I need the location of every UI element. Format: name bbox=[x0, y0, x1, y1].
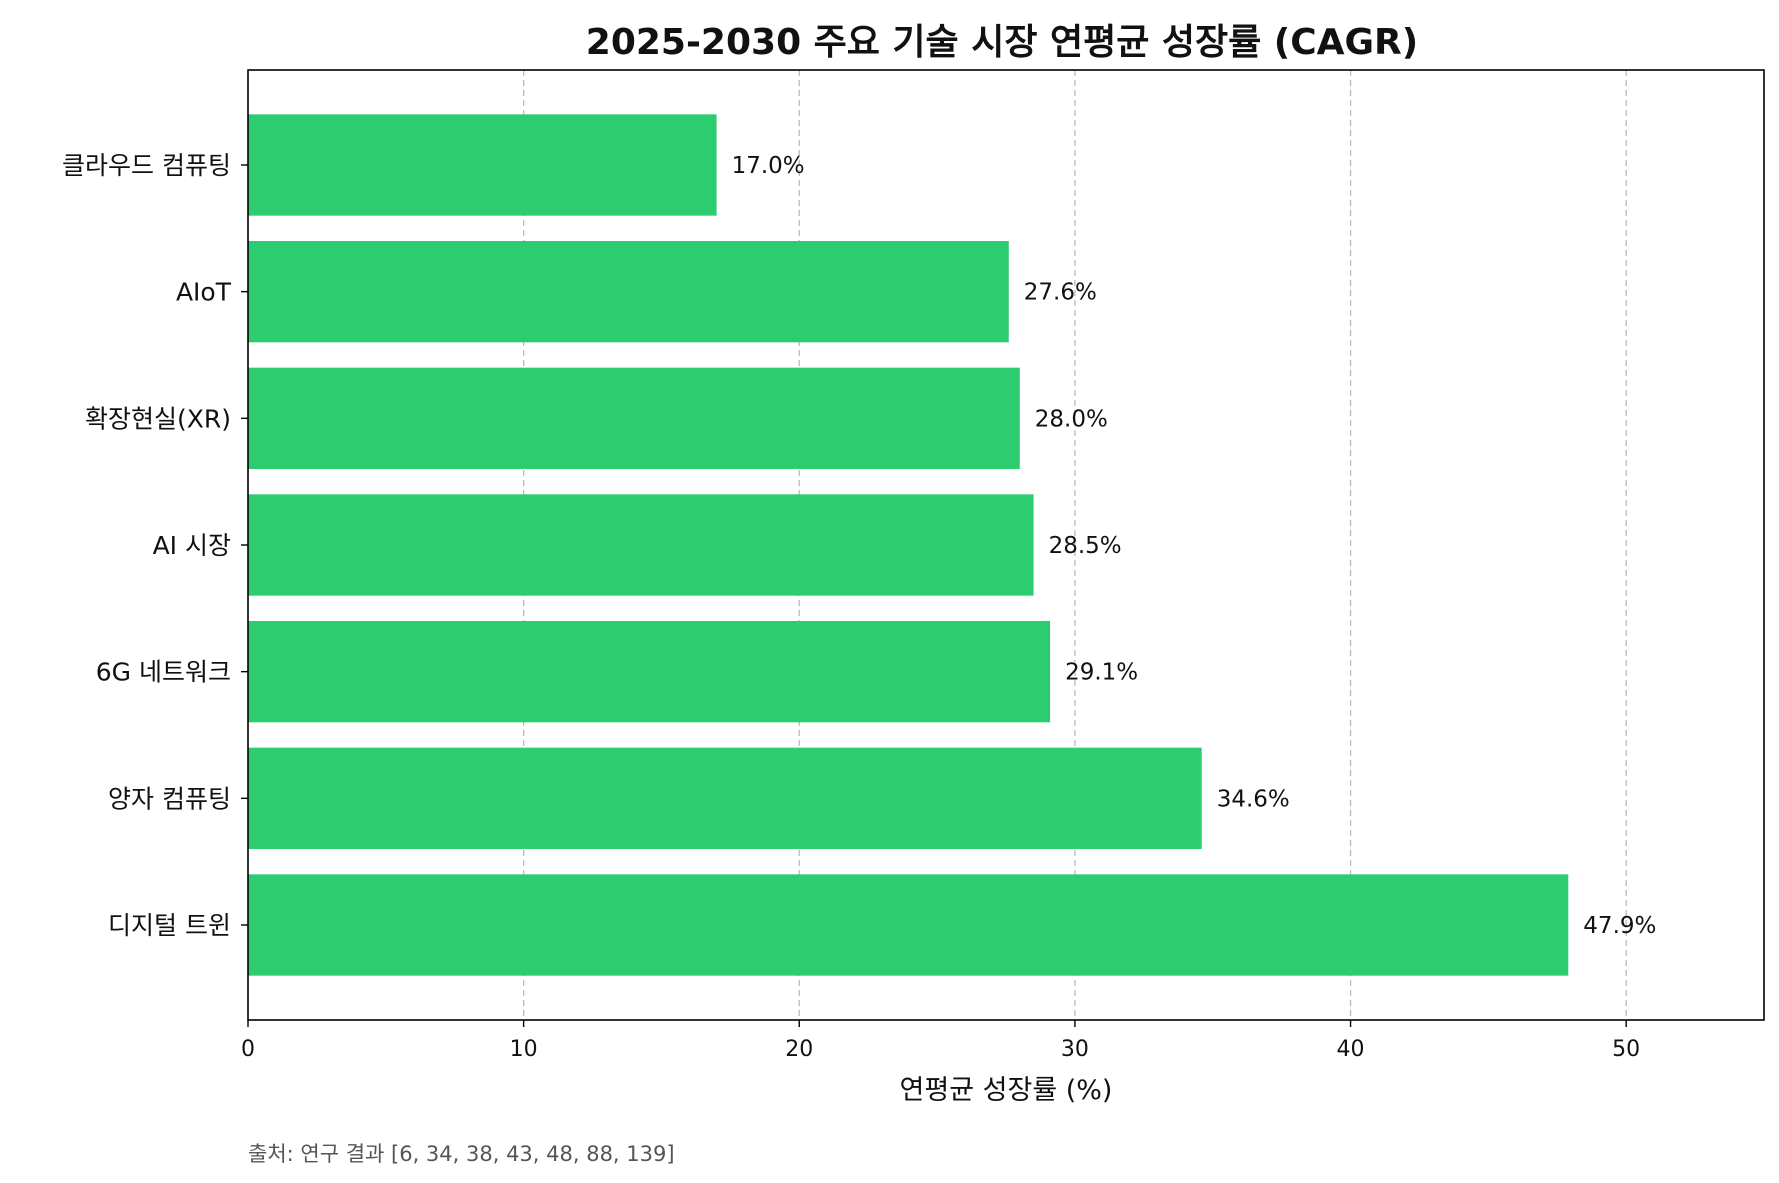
x-tick-label: 10 bbox=[510, 1037, 538, 1062]
bar-value-label: 28.5% bbox=[1049, 533, 1122, 559]
y-tick-label: 클라우드 컴퓨팅 bbox=[62, 151, 231, 180]
bar bbox=[248, 494, 1034, 596]
x-axis-ticks: 0 10 20 30 40 50 bbox=[241, 1020, 1640, 1062]
bar-value-label: 17.0% bbox=[732, 153, 805, 179]
x-tick-label: 30 bbox=[1061, 1037, 1089, 1062]
bar bbox=[248, 114, 717, 216]
bars bbox=[248, 114, 1569, 976]
y-tick-label: 디지털 트윈 bbox=[108, 911, 231, 940]
bar-value-label: 27.6% bbox=[1024, 280, 1097, 306]
bar bbox=[248, 621, 1051, 723]
source-note: 출처: 연구 결과 [6, 34, 38, 43, 48, 88, 139] bbox=[248, 1142, 675, 1166]
bar bbox=[248, 241, 1009, 343]
y-tick-label: 확장현실(XR) bbox=[85, 404, 231, 433]
y-tick-label: 양자 컴퓨팅 bbox=[108, 784, 231, 813]
x-tick-label: 20 bbox=[785, 1037, 813, 1062]
bar-value-label: 29.1% bbox=[1065, 660, 1138, 686]
bar bbox=[248, 747, 1202, 849]
plot-frame bbox=[247, 69, 1765, 1021]
y-tick-label: 6G 네트워크 bbox=[96, 658, 231, 687]
bar-value-label: 47.9% bbox=[1583, 913, 1656, 939]
bar-value-label: 28.0% bbox=[1035, 406, 1108, 432]
bar-value-label: 34.6% bbox=[1217, 786, 1290, 812]
bar bbox=[248, 874, 1569, 976]
chart-title: 2025-2030 주요 기술 시장 연평균 성장률 (CAGR) bbox=[586, 22, 1418, 63]
x-tick-label: 40 bbox=[1337, 1037, 1365, 1062]
x-axis-label: 연평균 성장률 (%) bbox=[900, 1075, 1113, 1106]
bar bbox=[248, 367, 1020, 469]
x-tick-label: 0 bbox=[241, 1037, 255, 1062]
x-tick-label: 50 bbox=[1612, 1037, 1640, 1062]
y-tick-label: AI 시장 bbox=[153, 531, 231, 560]
data-labels: 17.0% 27.6% 28.0% 28.5% 29.1% 34.6% 47.9% bbox=[732, 153, 1657, 939]
y-tick-label: AIoT bbox=[176, 278, 232, 307]
